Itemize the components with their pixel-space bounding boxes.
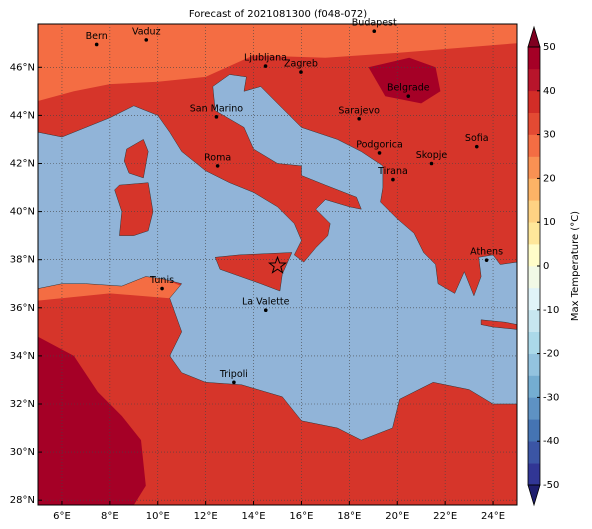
city-label: Sarajevo — [338, 105, 380, 116]
colorbar-tick-label: 10 — [543, 217, 556, 228]
city-label: Tunis — [149, 275, 174, 286]
city-label: Belgrade — [387, 83, 430, 94]
colorbar-tick-label: -40 — [543, 436, 559, 447]
city-label: Skopje — [416, 150, 448, 161]
city-label: Sofia — [465, 133, 489, 144]
city-dot — [94, 42, 99, 47]
city-dot — [406, 94, 411, 98]
colorbar-band — [528, 200, 540, 223]
colorbar-band — [528, 353, 540, 376]
colorbar-band — [528, 90, 540, 113]
y-tick-label: 40°N — [10, 207, 35, 218]
city-label: Budapest — [352, 18, 397, 29]
colorbar-tick-label: 40 — [543, 86, 556, 97]
colorbar-band — [528, 441, 540, 464]
x-tick-label: 24°E — [481, 511, 505, 522]
colorbar-band — [528, 266, 540, 289]
colorbar-band — [528, 112, 540, 135]
city-dot — [299, 70, 303, 74]
colorbar-tick-label: 20 — [543, 173, 556, 184]
colorbar-tick-label: -20 — [543, 349, 559, 360]
colorbar-band — [528, 134, 540, 157]
city-dot — [263, 64, 268, 68]
colorbar-tick-label: -50 — [543, 480, 559, 491]
hot-zone — [38, 336, 146, 505]
x-tick-label: 8°E — [101, 511, 119, 522]
colorbar-band — [528, 222, 540, 245]
colorbar-tick-label: 50 — [543, 42, 556, 53]
colorbar-band — [528, 331, 540, 354]
colorbar-band — [528, 419, 540, 442]
y-tick-label: 32°N — [10, 399, 35, 410]
x-tick-label: 20°E — [385, 511, 409, 522]
city-dot — [474, 144, 479, 149]
city-label: La Valette — [242, 297, 290, 308]
colorbar-band — [528, 178, 540, 201]
city-dot — [232, 380, 236, 385]
city-dot — [214, 115, 219, 119]
city-label: Athens — [470, 247, 503, 258]
colorbar-tick-label: -30 — [543, 392, 559, 403]
x-tick-label: 18°E — [337, 511, 361, 522]
colorbar-band — [528, 47, 540, 70]
y-tick-label: 38°N — [10, 255, 35, 266]
colorbar-tick-label: 30 — [543, 130, 556, 141]
city-dot — [144, 38, 149, 42]
city-dot — [160, 286, 164, 291]
city-dot — [377, 151, 382, 155]
y-tick-label: 30°N — [10, 447, 35, 458]
colorbar-label: Max Temperature (°C) — [570, 211, 581, 321]
city-dot — [372, 29, 377, 34]
hot-zone — [368, 57, 441, 104]
y-tick-label: 28°N — [10, 495, 35, 506]
colorbar-tick-label: 0 — [543, 261, 549, 272]
y-tick-label: 44°N — [10, 110, 35, 121]
island — [214, 252, 293, 292]
x-tick-label: 22°E — [433, 511, 457, 522]
colorbar-band — [528, 375, 540, 398]
colorbar-band — [528, 397, 540, 420]
city-dot — [263, 308, 268, 312]
city-label: Tripoli — [219, 369, 248, 380]
colorbar-band — [528, 156, 540, 179]
map-frame — [37, 23, 518, 506]
y-tick-label: 34°N — [10, 351, 35, 362]
city-dot — [391, 177, 395, 182]
y-tick-label: 46°N — [10, 62, 35, 73]
city-label: Zagreb — [284, 59, 318, 70]
city-label: Vaduz — [132, 26, 161, 37]
y-tick-label: 36°N — [10, 303, 35, 314]
city-label: Roma — [204, 152, 231, 163]
star-marker — [267, 255, 288, 274]
city-label: Bern — [86, 31, 108, 42]
city-dot — [357, 116, 361, 121]
colorbar-extend — [527, 484, 541, 507]
city-label: Ljubljana — [244, 53, 287, 64]
city-label: Podgorica — [356, 139, 403, 150]
colorbar-extend — [527, 25, 541, 48]
colorbar-band — [528, 244, 540, 267]
y-tick-label: 42°N — [10, 158, 35, 169]
warm-zone — [38, 24, 517, 101]
island — [123, 139, 149, 179]
x-tick-label: 16°E — [289, 511, 313, 522]
island — [480, 319, 517, 330]
colorbar-band — [528, 287, 540, 311]
colorbar-band — [528, 463, 540, 486]
x-tick-label: 14°E — [242, 511, 266, 522]
title: Forecast of 2021081300 (f048-072) — [189, 9, 367, 20]
city-dot — [215, 164, 220, 168]
city-dot — [484, 258, 489, 262]
island — [114, 182, 154, 236]
x-tick-label: 10°E — [146, 511, 170, 522]
city-dot — [429, 161, 434, 166]
x-tick-label: 6°E — [53, 511, 71, 522]
city-label: Tirana — [377, 166, 408, 177]
colorbar-band — [528, 309, 540, 332]
city-label: San Marino — [190, 103, 243, 114]
colorbar-band — [528, 68, 540, 92]
colorbar-tick-label: -10 — [543, 305, 559, 316]
x-tick-label: 12°E — [194, 511, 218, 522]
